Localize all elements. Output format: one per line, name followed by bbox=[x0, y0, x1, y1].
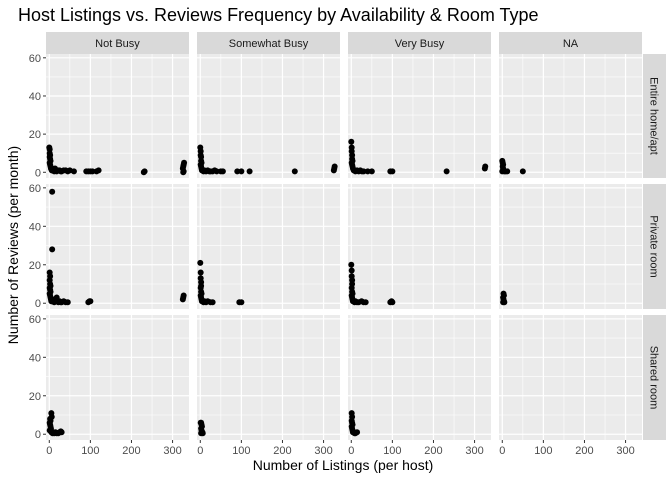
x-tick-label: 300 bbox=[314, 445, 332, 457]
panel-background bbox=[499, 184, 642, 309]
data-point bbox=[348, 267, 355, 274]
facet-strip-column-label: Not Busy bbox=[95, 38, 140, 50]
x-axis-title: Number of Listings (per host) bbox=[253, 457, 434, 473]
panel-background bbox=[197, 54, 340, 178]
data-point bbox=[234, 168, 241, 175]
data-point bbox=[501, 299, 508, 306]
y-tick-label: 40 bbox=[29, 221, 41, 233]
y-tick-label: 20 bbox=[29, 129, 41, 141]
data-point bbox=[213, 168, 220, 175]
data-point bbox=[246, 168, 253, 175]
data-point bbox=[238, 299, 245, 306]
facet-strip-column-label: Somewhat Busy bbox=[229, 38, 309, 50]
y-tick-label: 40 bbox=[29, 352, 41, 364]
panel-background bbox=[46, 54, 189, 178]
y-axis-title: Number of Reviews (per month) bbox=[5, 146, 21, 344]
facet-strip-column bbox=[46, 32, 189, 54]
x-tick-label: 100 bbox=[534, 445, 552, 457]
data-point bbox=[368, 168, 375, 175]
facet-strip-row-label: Shared room bbox=[648, 346, 660, 410]
data-point bbox=[87, 298, 94, 305]
data-point bbox=[504, 168, 511, 175]
data-point bbox=[209, 299, 216, 306]
x-tick-label: 100 bbox=[81, 445, 99, 457]
facet-strip-row-label: Private room bbox=[648, 215, 660, 277]
y-tick-label: 60 bbox=[29, 183, 41, 195]
panel-background bbox=[499, 315, 642, 440]
x-tick-label: 100 bbox=[232, 445, 250, 457]
data-point bbox=[197, 259, 204, 266]
facet-strip-column-label: Very Busy bbox=[395, 38, 445, 50]
data-point bbox=[49, 246, 56, 253]
data-point bbox=[64, 299, 71, 306]
data-point bbox=[331, 163, 338, 170]
data-point bbox=[291, 168, 298, 175]
data-point bbox=[482, 163, 489, 170]
x-tick-label: 0 bbox=[46, 445, 52, 457]
y-tick-label: 0 bbox=[35, 167, 41, 179]
panel-background bbox=[46, 184, 189, 309]
x-tick-label: 200 bbox=[122, 445, 140, 457]
x-tick-label: 200 bbox=[424, 445, 442, 457]
data-point bbox=[348, 138, 355, 145]
x-tick-label: 200 bbox=[273, 445, 291, 457]
facet-strip-row bbox=[643, 315, 666, 440]
data-point bbox=[364, 168, 371, 175]
panel-background bbox=[348, 54, 491, 178]
panel-background bbox=[197, 315, 340, 440]
panel-background bbox=[197, 184, 340, 309]
data-point bbox=[360, 168, 367, 175]
data-point bbox=[238, 168, 245, 175]
data-point bbox=[180, 169, 187, 176]
x-tick-label: 300 bbox=[616, 445, 634, 457]
x-tick-label: 200 bbox=[575, 445, 593, 457]
y-tick-label: 0 bbox=[35, 429, 41, 441]
facet-strip-row-label: Entire home/apt bbox=[648, 77, 660, 155]
y-tick-label: 60 bbox=[29, 314, 41, 326]
data-point bbox=[95, 167, 102, 174]
data-point bbox=[58, 429, 65, 436]
data-point bbox=[141, 168, 148, 175]
x-tick-label: 300 bbox=[163, 445, 181, 457]
data-point bbox=[197, 269, 204, 276]
data-point bbox=[219, 168, 226, 175]
y-tick-label: 0 bbox=[35, 298, 41, 310]
y-tick-label: 40 bbox=[29, 91, 41, 103]
facet-strip-column-label: NA bbox=[563, 38, 579, 50]
facet-strip-column bbox=[348, 32, 491, 54]
data-point bbox=[354, 429, 361, 436]
x-tick-label: 0 bbox=[499, 445, 505, 457]
x-tick-label: 0 bbox=[348, 445, 354, 457]
data-point bbox=[198, 430, 205, 437]
facet-strip-column bbox=[197, 32, 340, 54]
data-point bbox=[389, 299, 396, 306]
facet-strip-column bbox=[499, 32, 642, 54]
data-point bbox=[70, 168, 77, 175]
facet-panels: Not Busy Somewhat Busy Very Busy NA Entire h… bbox=[29, 32, 666, 457]
data-point bbox=[519, 168, 526, 175]
data-point bbox=[89, 168, 96, 175]
panel-background bbox=[348, 184, 491, 309]
data-point bbox=[362, 299, 369, 306]
data-point bbox=[443, 168, 450, 175]
y-tick-label: 20 bbox=[29, 260, 41, 272]
chart-title: Host Listings vs. Reviews Frequency by A… bbox=[18, 5, 539, 25]
x-tick-label: 0 bbox=[197, 445, 203, 457]
panel-background bbox=[348, 315, 491, 440]
x-tick-label: 100 bbox=[383, 445, 401, 457]
facet-strip-row bbox=[643, 184, 666, 309]
data-point bbox=[389, 168, 396, 175]
data-point bbox=[49, 188, 56, 195]
data-point bbox=[348, 261, 355, 268]
y-tick-label: 60 bbox=[29, 53, 41, 65]
panel-background bbox=[46, 315, 189, 440]
data-point bbox=[181, 159, 188, 166]
facet-strip-row bbox=[643, 54, 666, 178]
panel-background bbox=[499, 54, 642, 178]
x-tick-label: 300 bbox=[465, 445, 483, 457]
y-tick-label: 20 bbox=[29, 391, 41, 403]
data-point bbox=[180, 292, 187, 299]
